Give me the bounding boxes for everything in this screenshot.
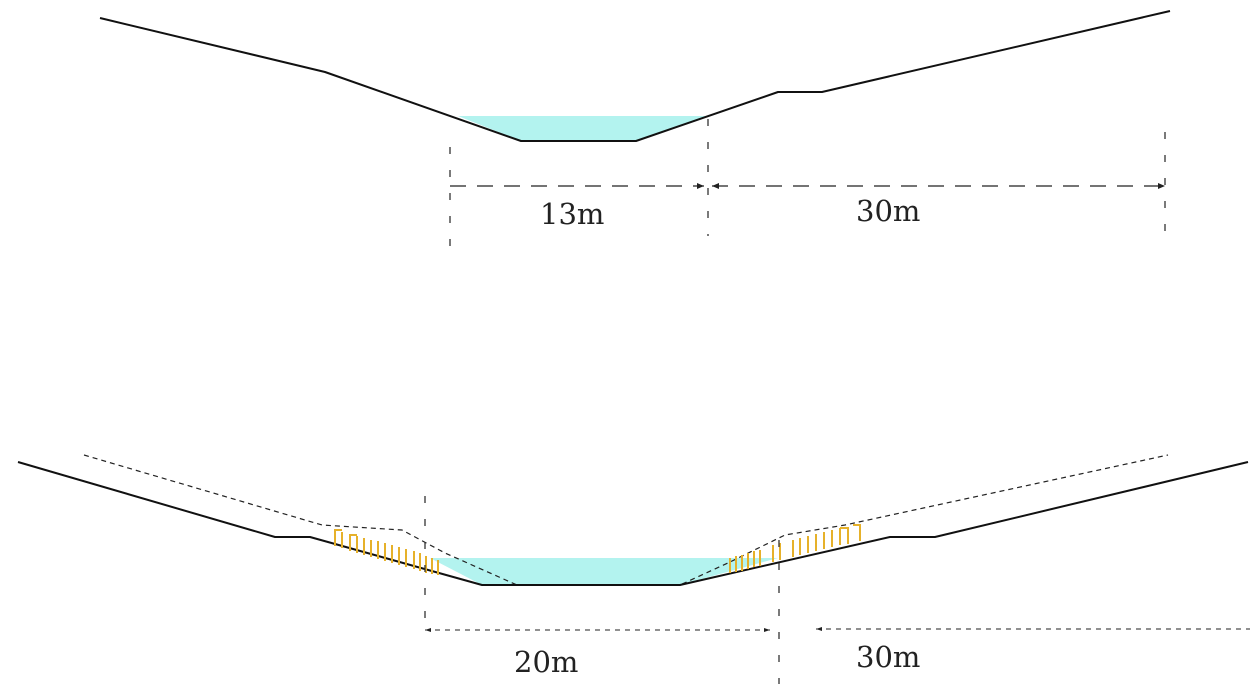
before-dimension-arrowhead [697,183,704,189]
before-channel-width-label: 13m [540,197,604,231]
before-buffer-width-label: 30m [856,194,920,228]
after-dimension-arrowhead [816,627,822,631]
after-water-fill [430,558,778,585]
after-dimension-arrowhead [425,628,431,632]
after-cross-section: 20m 30m [17,454,1250,684]
before-dimension-arrowhead [712,183,719,189]
left-bank-stakes [334,529,439,575]
after-buffer-width-label: 30m [856,640,920,674]
right-bank-stakes [729,524,861,573]
after-channel-width-label: 20m [514,645,578,679]
before-cross-section: 13m 30m [99,10,1171,250]
before-water-fill [458,116,706,141]
before-dimension-arrowhead [1158,183,1165,189]
before-ground-profile [99,10,1171,142]
after-ground-profile [17,461,1249,586]
after-dimension-arrowhead [764,628,770,632]
